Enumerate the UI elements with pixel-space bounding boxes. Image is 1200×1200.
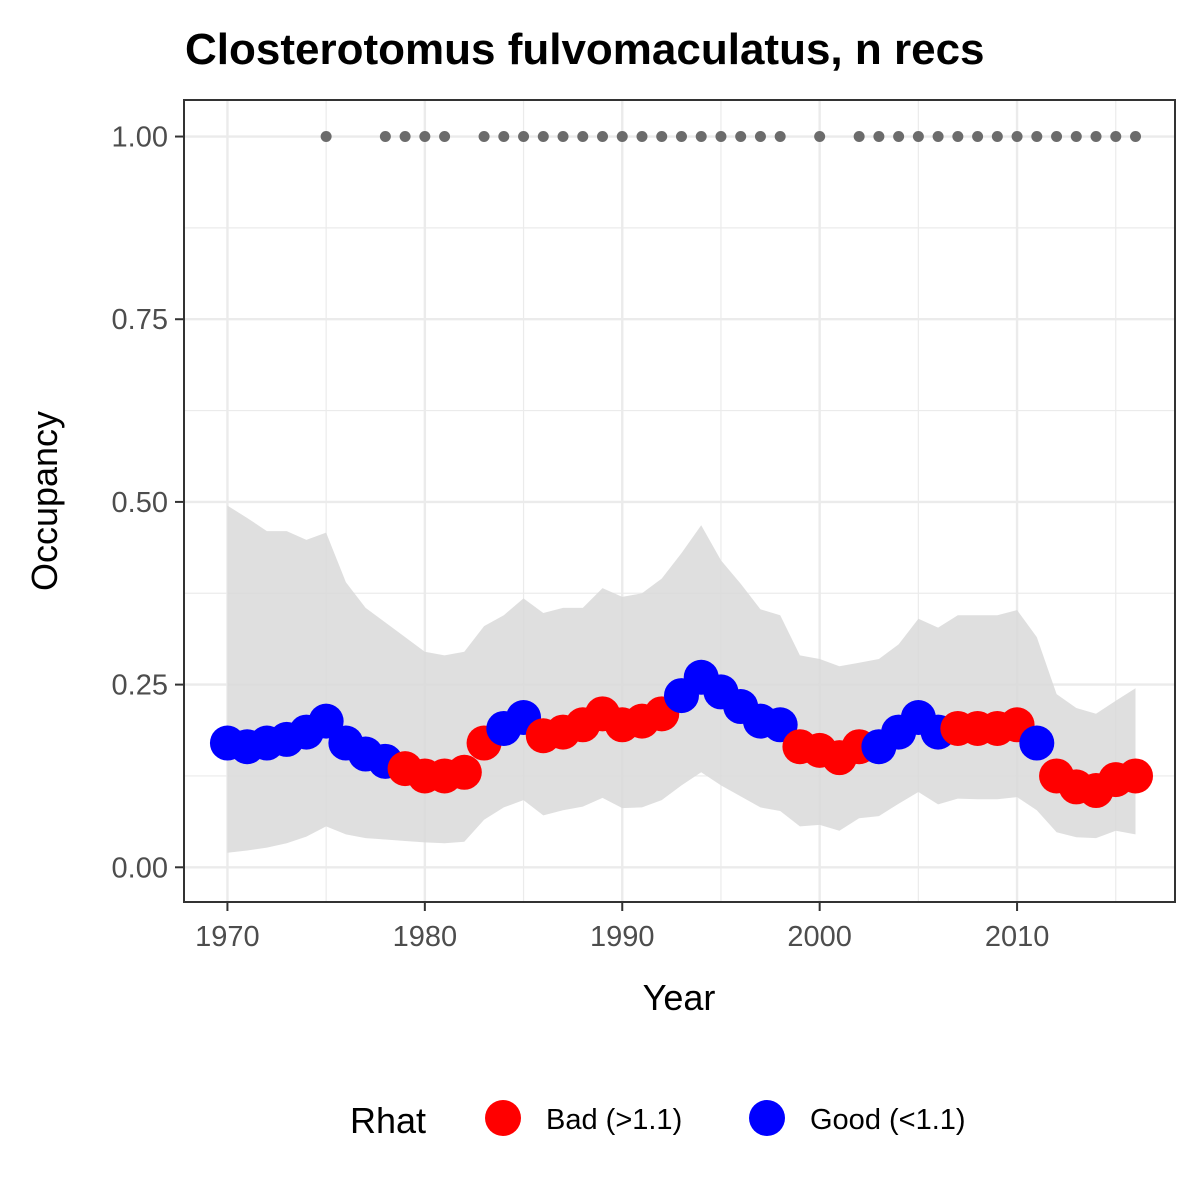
chart-title: Closterotomus fulvomaculatus, n recs	[185, 25, 985, 74]
record-year-dot	[774, 131, 786, 143]
y-tick-label: 1.00	[112, 122, 168, 154]
record-year-dot	[478, 131, 490, 143]
x-tick-label: 1970	[195, 921, 260, 953]
records-layer	[320, 131, 1142, 143]
record-year-dot	[893, 131, 905, 143]
x-tick-label: 2000	[787, 921, 852, 953]
record-year-dot	[932, 131, 944, 143]
record-year-dot	[1070, 131, 1082, 143]
y-axis-title: Occupancy	[24, 411, 65, 591]
record-year-dot	[498, 131, 510, 143]
occupancy-point-bad	[1118, 758, 1154, 794]
y-tick-label: 0.75	[112, 304, 168, 336]
legend-label-good: Good (<1.1)	[810, 1104, 966, 1136]
record-year-dot	[1051, 131, 1063, 143]
record-year-dot	[518, 131, 530, 143]
x-axis: 1970 1980 1990 2000 2010	[195, 902, 1049, 953]
record-year-dot	[991, 131, 1003, 143]
occupancy-point-bad	[446, 754, 482, 790]
record-year-dot	[439, 131, 451, 143]
record-year-dot	[399, 131, 411, 143]
occupancy-point-good	[1019, 725, 1055, 761]
legend: Rhat Bad (>1.1) Good (<1.1)	[350, 1100, 966, 1141]
x-tick-label: 2010	[985, 921, 1050, 953]
legend-title: Rhat	[350, 1100, 426, 1141]
record-year-dot	[577, 131, 589, 143]
record-year-dot	[656, 131, 668, 143]
legend-label-bad: Bad (>1.1)	[546, 1104, 682, 1136]
record-year-dot	[419, 131, 431, 143]
record-year-dot	[1031, 131, 1043, 143]
y-tick-label: 0.50	[112, 487, 168, 519]
record-year-dot	[379, 131, 391, 143]
y-tick-label: 0.25	[112, 670, 168, 702]
record-year-dot	[912, 131, 924, 143]
record-year-dot	[1011, 131, 1023, 143]
occupancy-points-layer	[209, 659, 1154, 809]
record-year-dot	[320, 131, 332, 143]
x-tick-label: 1980	[393, 921, 458, 953]
record-year-dot	[616, 131, 628, 143]
record-year-dot	[754, 131, 766, 143]
record-year-dot	[814, 131, 826, 143]
y-axis: 0.00 0.25 0.50 0.75 1.00	[112, 122, 184, 884]
record-year-dot	[557, 131, 569, 143]
record-year-dot	[735, 131, 747, 143]
legend-key-bad	[485, 1100, 521, 1136]
record-year-dot	[972, 131, 984, 143]
record-year-dot	[695, 131, 707, 143]
x-tick-label: 1990	[590, 921, 655, 953]
record-year-dot	[853, 131, 865, 143]
record-year-dot	[1130, 131, 1142, 143]
record-year-dot	[537, 131, 549, 143]
record-year-dot	[1090, 131, 1102, 143]
x-axis-title: Year	[643, 977, 716, 1018]
record-year-dot	[715, 131, 727, 143]
record-year-dot	[675, 131, 687, 143]
record-year-dot	[873, 131, 885, 143]
record-year-dot	[636, 131, 648, 143]
record-year-dot	[1110, 131, 1122, 143]
record-year-dot	[597, 131, 609, 143]
record-year-dot	[952, 131, 964, 143]
y-tick-label: 0.00	[112, 852, 168, 884]
legend-key-good	[749, 1100, 785, 1136]
